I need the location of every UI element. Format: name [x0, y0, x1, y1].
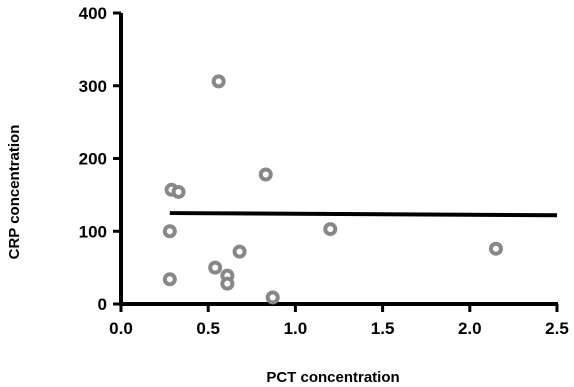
x-tick-label: 2.5: [545, 319, 569, 338]
y-axis-title: CRP concentration: [6, 125, 23, 260]
data-point: [220, 276, 235, 291]
y-tick-label: 200: [79, 150, 107, 169]
data-point: [265, 290, 280, 305]
x-tick-label: 0.5: [196, 319, 220, 338]
data-point: [232, 244, 247, 259]
trend-line: [169, 211, 558, 218]
x-tick-label: 0.0: [109, 319, 133, 338]
data-points: [162, 74, 503, 305]
data-point: [208, 260, 223, 275]
data-point: [258, 167, 273, 182]
data-point: [211, 74, 226, 89]
y-tick-label: 300: [79, 77, 107, 96]
data-point: [171, 184, 186, 199]
data-point: [162, 272, 177, 287]
x-tick-label: 1.5: [371, 319, 395, 338]
x-axis-title: PCT concentration: [266, 369, 399, 386]
data-point: [162, 224, 177, 239]
y-tick-label: 100: [79, 222, 107, 241]
tick-labels: 0 100 200 300 400 0.0 0.5 1.0 1.5 2.0 2.5: [79, 4, 569, 338]
data-point: [323, 222, 338, 237]
y-tick-label: 0: [98, 295, 107, 314]
y-tick-label: 400: [79, 4, 107, 23]
x-tick-label: 2.0: [458, 319, 482, 338]
data-point: [488, 241, 503, 256]
axes: [113, 11, 559, 312]
trend-line-group: [169, 211, 558, 218]
x-tick-label: 1.0: [284, 319, 308, 338]
